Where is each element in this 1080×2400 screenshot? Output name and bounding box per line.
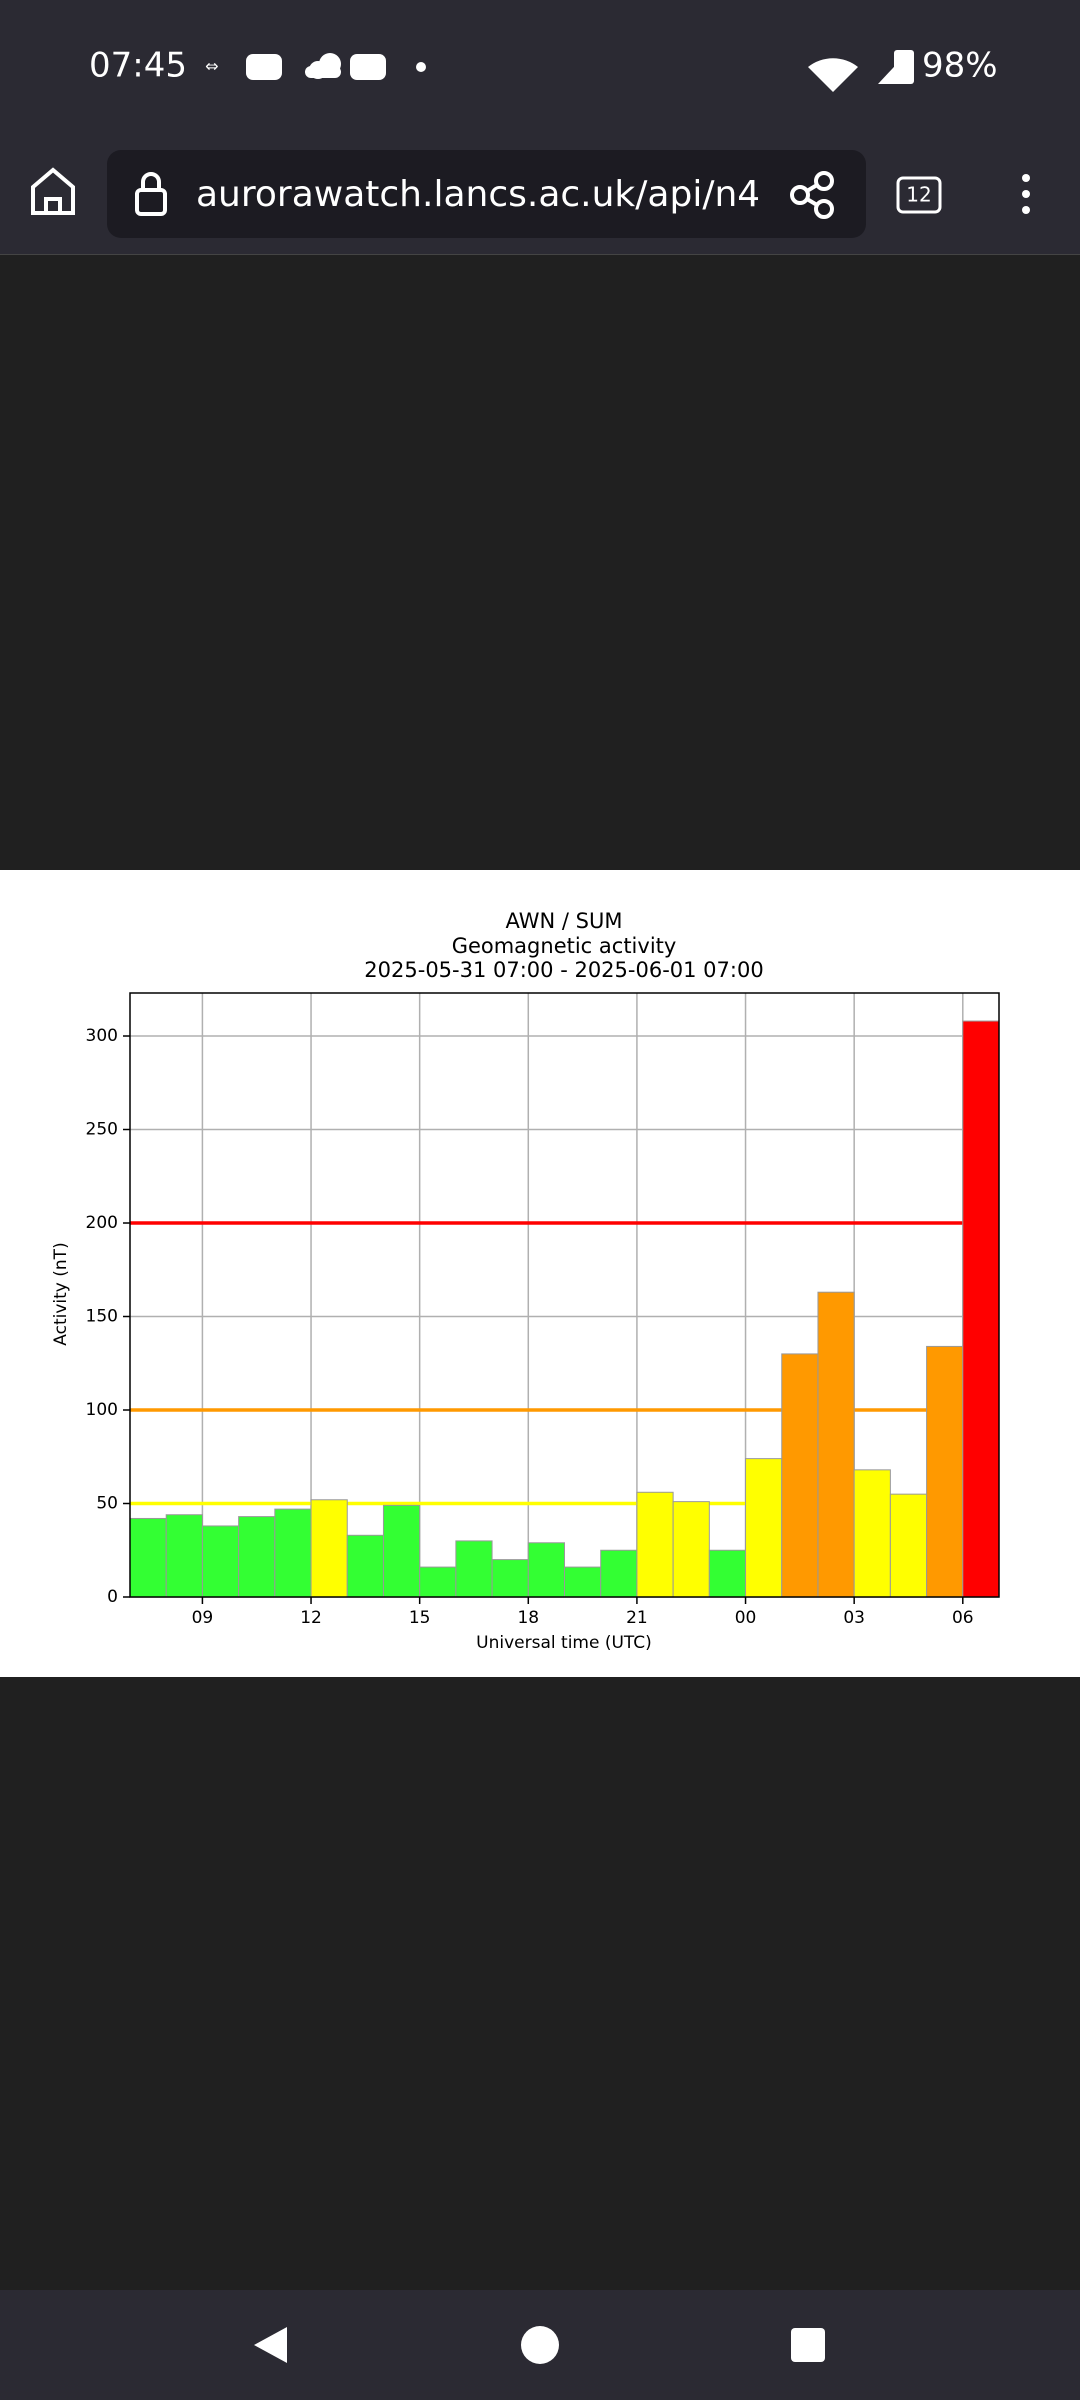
x-tick-label: 06 bbox=[952, 1608, 974, 1628]
bar bbox=[527, 1542, 566, 1598]
home-nav-button[interactable] bbox=[521, 2326, 559, 2364]
x-tick-label: 15 bbox=[409, 1608, 431, 1628]
bar bbox=[672, 1501, 710, 1598]
y-tick-label: 50 bbox=[96, 1494, 118, 1514]
bar bbox=[129, 1517, 167, 1598]
bar bbox=[708, 1549, 747, 1598]
chart-period: 2025-05-31 07:00 - 2025-06-01 07:00 bbox=[364, 958, 763, 982]
tabs-button[interactable]: 12 bbox=[896, 176, 942, 214]
x-axis-label: Universal time (UTC) bbox=[476, 1633, 652, 1653]
chart: AWN / SUM Geomagnetic activity 2025-05-3… bbox=[51, 909, 1000, 1653]
axes: 0 50 100 150 200 250 300 09 12 15 18 21 00 03 06 bbox=[86, 992, 1000, 1628]
clock: 07:45 bbox=[89, 46, 187, 86]
system-icons bbox=[808, 50, 914, 92]
bar bbox=[564, 1566, 602, 1598]
bar bbox=[817, 1291, 855, 1598]
bar bbox=[853, 1469, 891, 1598]
bar bbox=[889, 1493, 928, 1598]
share-button[interactable] bbox=[790, 171, 834, 219]
home-button[interactable] bbox=[31, 167, 75, 215]
bar bbox=[419, 1566, 457, 1598]
bar bbox=[274, 1508, 312, 1598]
chart-title: AWN / SUM bbox=[506, 909, 623, 933]
lock-icon bbox=[135, 172, 167, 216]
x-tick-label: 18 bbox=[517, 1608, 539, 1628]
bar bbox=[600, 1549, 638, 1598]
y-axis-label: Activity (nT) bbox=[51, 1242, 71, 1345]
x-tick-label: 03 bbox=[843, 1608, 865, 1628]
tab-count: 12 bbox=[906, 183, 931, 207]
bar bbox=[745, 1458, 783, 1598]
battery-level: 98% bbox=[922, 46, 998, 86]
bar bbox=[781, 1353, 819, 1598]
x-tick-label: 00 bbox=[735, 1608, 757, 1628]
y-tick-label: 100 bbox=[86, 1400, 118, 1420]
y-tick-label: 150 bbox=[86, 1307, 118, 1327]
bar bbox=[346, 1534, 384, 1598]
y-tick-label: 250 bbox=[86, 1120, 118, 1140]
y-tick-label: 200 bbox=[86, 1213, 118, 1233]
url-text: aurorawatch.lancs.ac.uk/api/n40 bbox=[196, 174, 783, 215]
bar bbox=[491, 1559, 529, 1598]
x-tick-label: 12 bbox=[300, 1608, 322, 1628]
plot-frame bbox=[129, 992, 1000, 1598]
bar bbox=[926, 1345, 964, 1598]
divider bbox=[0, 254, 1080, 255]
bar bbox=[455, 1540, 493, 1598]
bar bbox=[201, 1525, 240, 1598]
bar bbox=[636, 1491, 674, 1598]
url-field[interactable] bbox=[107, 150, 866, 238]
bar bbox=[382, 1504, 421, 1598]
chart-subtitle: Geomagnetic activity bbox=[452, 934, 677, 958]
bar bbox=[962, 1020, 1000, 1598]
bar bbox=[165, 1514, 203, 1598]
back-button[interactable] bbox=[254, 2327, 287, 2363]
x-tick-label: 21 bbox=[626, 1608, 648, 1628]
recents-button[interactable] bbox=[791, 2328, 825, 2362]
bar bbox=[238, 1516, 276, 1598]
bar bbox=[310, 1499, 348, 1598]
notification-icons: ⇔ bbox=[205, 53, 426, 80]
bars bbox=[129, 1020, 1000, 1598]
y-tick-label: 0 bbox=[107, 1587, 118, 1607]
svg-text:⇔: ⇔ bbox=[205, 57, 218, 76]
y-tick-label: 300 bbox=[86, 1026, 118, 1046]
x-tick-label: 09 bbox=[192, 1608, 214, 1628]
menu-button[interactable] bbox=[1022, 174, 1030, 214]
